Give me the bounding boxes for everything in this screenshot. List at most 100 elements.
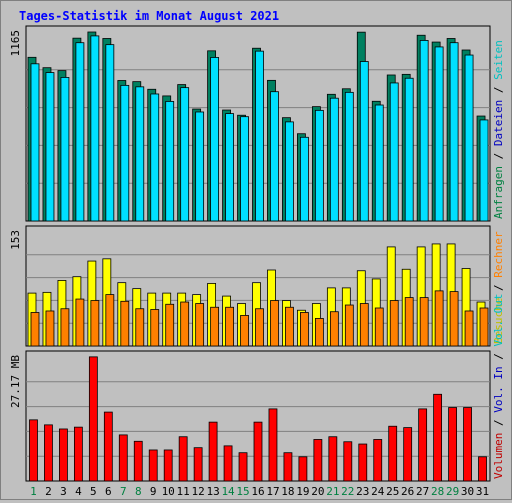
tick-label-day-16: 16 [251,485,264,498]
bar-dateien-26 [404,77,414,222]
bar-rechner-20 [314,318,324,347]
bar-volumen-27 [418,408,428,482]
bar-rechner-21 [329,311,339,347]
tick-label-day-21: 21 [326,485,339,498]
bar-volumen-26 [403,427,413,482]
bar-volumen-17 [268,408,278,482]
bar-volumen-21 [328,436,338,482]
bar-rechner-5 [90,300,100,347]
tick-label-day-25: 25 [386,485,399,498]
bar-rechner-24 [374,307,384,347]
bar-dateien-23 [359,61,369,222]
bar-dateien-13 [210,57,220,222]
bar-dateien-9 [150,93,160,222]
legend-entry: Anfragen [492,166,505,219]
bar-dateien-29 [449,42,459,222]
tick-label-day-2: 2 [45,485,52,498]
bar-rechner-1 [30,312,40,347]
bar-dateien-22 [344,91,354,222]
tick-label-day-13: 13 [206,485,219,498]
tick-label-day-11: 11 [177,485,190,498]
bar-dateien-8 [135,86,145,222]
bar-dateien-14 [225,113,234,222]
bar-volumen-5 [88,356,98,482]
bar-rechner-11 [180,301,190,347]
bar-rechner-7 [120,300,130,347]
tick-label-day-15: 15 [236,485,249,498]
bar-volumen-10 [163,449,173,482]
tick-label-day-17: 17 [266,485,279,498]
tick-label-day-29: 29 [446,485,459,498]
legend-entry: / [492,80,505,100]
chart-title: Tages-Statistik im Monat August 2021 [19,9,280,23]
bar-dateien-10 [165,101,175,222]
bar-dateien-7 [120,84,130,222]
bar-rechner-19 [300,312,309,347]
bar-volumen-12 [193,447,203,482]
bar-dateien-27 [419,40,429,222]
bar-volumen-2 [44,424,53,482]
bar-dateien-28 [434,46,444,222]
legend-entry: / [492,347,505,367]
legend-entry: Dateien [492,100,505,146]
legend-visits: Besuche / Rechner [492,231,505,344]
bar-volumen-31 [478,456,487,482]
bar-volumen-1 [29,419,38,482]
bar-rechner-15 [240,315,249,347]
bar-volumen-9 [148,449,158,482]
tick-label-day-4: 4 [75,485,82,498]
bar-dateien-31 [479,119,489,222]
legend-entry: Volumen [492,433,505,479]
bar-rechner-28 [434,290,444,347]
tick-label-day-24: 24 [371,485,385,498]
bar-volumen-22 [343,441,353,482]
bar-rechner-12 [195,303,205,347]
bar-dateien-24 [374,104,384,222]
bar-dateien-4 [75,42,85,222]
bar-rechner-17 [270,300,279,347]
bar-dateien-16 [255,50,264,222]
bar-rechner-23 [359,303,369,347]
bar-volumen-6 [103,411,113,482]
bar-volumen-28 [433,393,443,482]
tick-label-day-26: 26 [401,485,414,498]
tick-label-day-18: 18 [281,485,294,498]
tick-label-day-20: 20 [311,485,324,498]
bar-dateien-21 [329,97,339,222]
bar-volumen-11 [178,436,188,482]
bar-rechner-8 [135,308,145,347]
bar-dateien-19 [300,136,309,222]
bar-volumen-19 [298,456,308,482]
bar-volumen-23 [358,443,368,482]
max-label-requests: 1165 [9,30,22,57]
tick-label-day-5: 5 [90,485,97,498]
bar-rechner-10 [165,303,175,347]
bar-dateien-6 [105,44,115,222]
bar-volumen-8 [133,440,143,482]
tick-label-day-8: 8 [135,485,142,498]
bar-volumen-20 [313,439,323,482]
tick-label-day-10: 10 [162,485,175,498]
legend-entry: Besuche [492,298,505,344]
legend-volume: Volumen / Vol. In / Vol. Out [492,294,505,479]
legend-entry: / [492,146,505,166]
tick-label-day-22: 22 [341,485,354,498]
bar-volumen-29 [448,407,457,482]
max-label-volume: 27.17 MB [9,355,22,408]
bar-rechner-27 [419,297,429,347]
tick-label-day-1: 1 [30,485,37,498]
bar-rechner-30 [464,310,474,347]
bar-dateien-25 [389,82,399,222]
bar-dateien-11 [180,87,190,222]
bar-rechner-2 [45,310,55,347]
legend-entry: / [492,413,505,433]
bar-rechner-18 [285,306,294,347]
bar-dateien-30 [464,54,474,222]
bar-rechner-13 [210,306,220,347]
legend-requests: Anfragen / Dateien / Seiten [492,40,505,219]
legend-entry: Rechner [492,231,505,278]
bar-dateien-17 [270,91,279,222]
bar-volumen-18 [283,452,293,482]
